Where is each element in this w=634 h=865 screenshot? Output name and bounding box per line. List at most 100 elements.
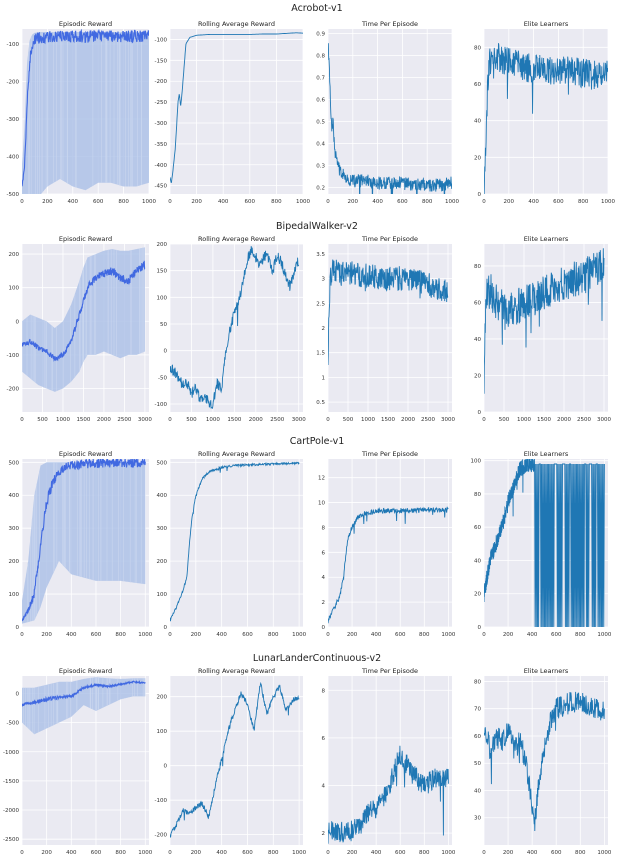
panel-1-1: 0 500 1000 1500 2000 2500 3000 -100 -50 0 50 100 150… (155, 235, 307, 423)
x-tick-label: 1000 (597, 850, 611, 856)
panel-title: Time Per Episode (361, 450, 418, 458)
x-tick-label: 3000 (292, 417, 306, 423)
x-tick-label: 400 (216, 632, 227, 638)
panel-title: Elite Learners (524, 20, 569, 28)
y-tick-label: 60 (474, 82, 481, 88)
x-tick-label: 500 (37, 417, 48, 423)
y-tick-label: 100 (9, 286, 20, 292)
y-tick-label: 0.9 (316, 31, 325, 37)
y-tick-label: -1000 (3, 750, 19, 756)
y-tick-label: 2.5 (316, 301, 325, 307)
y-tick-label: 300 (157, 526, 168, 532)
x-tick-label: 800 (268, 632, 279, 638)
x-tick-label: 2500 (270, 417, 284, 423)
x-tick-label: 1000 (138, 632, 152, 638)
x-tick-label: 600 (242, 632, 253, 638)
series-line (170, 32, 303, 184)
y-tick-label: 40 (474, 558, 481, 564)
y-tick-label: 60 (474, 734, 481, 740)
series-line (484, 248, 605, 394)
x-tick-label: 1000 (517, 417, 531, 423)
panel-3-1: 0 200 400 600 800 1000 -200 -100 0 100 200 Rolling … (155, 667, 307, 856)
y-tick-label: 30 (474, 816, 481, 822)
panel-title: Rolling Average Reward (198, 450, 275, 458)
x-tick-label: 800 (115, 632, 126, 638)
x-tick-label: 600 (245, 199, 256, 205)
y-tick-label: 200 (157, 559, 168, 565)
x-tick-label: 400 (371, 850, 382, 856)
x-tick-label: 800 (578, 199, 589, 205)
y-tick-label: 0 (478, 625, 482, 631)
reward-band (22, 677, 146, 735)
x-tick-label: 400 (66, 632, 77, 638)
x-tick-label: 600 (91, 850, 102, 856)
y-tick-label: 1 (322, 375, 326, 381)
y-tick-label: 2 (322, 600, 326, 606)
x-tick-label: 800 (115, 850, 126, 856)
x-tick-label: 3000 (138, 417, 152, 423)
y-tick-label: -250 (155, 100, 168, 106)
y-tick-label: 0.4 (316, 141, 325, 147)
x-tick-label: 600 (395, 632, 406, 638)
plot-area (170, 676, 303, 845)
y-tick-label: 0 (164, 625, 168, 631)
y-tick-label: 100 (157, 295, 168, 301)
y-tick-label: 0.5 (316, 400, 325, 406)
y-tick-label: -100 (7, 353, 20, 359)
x-tick-label: 1000 (601, 199, 615, 205)
plot-area (170, 244, 303, 412)
x-tick-label: 1000 (361, 417, 375, 423)
y-tick-label: 8 (322, 688, 326, 694)
x-tick-label: 200 (503, 632, 514, 638)
x-tick-label: 600 (553, 199, 564, 205)
y-tick-label: 100 (157, 729, 168, 735)
y-tick-label: 400 (157, 493, 168, 499)
x-tick-label: 1000 (56, 417, 70, 423)
panel-0-0: 0 200 400 600 800 1000 -500 -400 -300 -200 -100 Epi… (7, 20, 157, 205)
x-tick-label: 1000 (292, 632, 306, 638)
series-line (22, 679, 146, 707)
x-tick-label: 0 (168, 417, 172, 423)
x-tick-label: 0 (482, 199, 486, 205)
y-tick-label: 400 (9, 493, 20, 499)
y-tick-label: -500 (7, 192, 20, 198)
x-tick-label: 800 (575, 850, 586, 856)
panel-2-3: 0 200 400 600 800 1000 0 20 40 60 80 100 Elite Learn… (471, 450, 612, 638)
x-tick-label: 1000 (296, 199, 310, 205)
x-tick-label: 500 (499, 417, 510, 423)
panel-0-2: 0 200 400 600 800 1000 0.2 0.3 0.4 0.5 0.6 0.7 0.8 0.… (316, 20, 459, 205)
x-tick-label: 0 (20, 417, 24, 423)
y-tick-label: -100 (155, 37, 168, 43)
series-line (484, 691, 605, 832)
series-line (170, 246, 300, 409)
y-tick-label: 0 (16, 691, 20, 697)
panel-2-0: 0 200 400 600 800 1000 0 100 200 300 400 500 Episodi… (9, 450, 153, 638)
panel-title: Episodic Reward (59, 450, 112, 458)
y-tick-label: 500 (9, 460, 20, 466)
x-tick-label: 1000 (597, 632, 611, 638)
y-tick-label: 200 (157, 695, 168, 701)
series-line (22, 29, 149, 187)
y-tick-label: -100 (155, 798, 168, 804)
y-tick-label: 12 (318, 476, 325, 482)
panel-1-3: 0 500 1000 1500 2000 2500 3000 0 20 40 60 80 Elite L… (474, 235, 611, 423)
x-tick-label: 600 (242, 850, 253, 856)
x-tick-label: 400 (371, 632, 382, 638)
x-tick-label: 3000 (597, 417, 611, 423)
panel-3-2: 0 200 400 600 800 1000 2 4 6 8 Time Per Episode (322, 667, 456, 856)
y-tick-label: 70 (474, 707, 481, 713)
y-tick-label: -350 (155, 142, 168, 148)
x-tick-label: 200 (41, 850, 52, 856)
x-tick-label: 200 (41, 632, 52, 638)
y-tick-label: 40 (474, 119, 481, 125)
x-tick-label: 200 (42, 199, 53, 205)
series-line (22, 260, 146, 362)
x-tick-label: 1000 (441, 850, 455, 856)
panel-title: Rolling Average Reward (198, 667, 275, 675)
x-tick-label: 800 (575, 632, 586, 638)
panel-0-1: 0 200 400 600 800 1000 -450 -400 -350 -300 -250 -20… (155, 20, 311, 205)
x-tick-label: 0 (20, 850, 24, 856)
x-tick-label: 0 (20, 632, 24, 638)
x-tick-label: 1000 (292, 850, 306, 856)
env-title: Acrobot-v1 (291, 3, 342, 14)
